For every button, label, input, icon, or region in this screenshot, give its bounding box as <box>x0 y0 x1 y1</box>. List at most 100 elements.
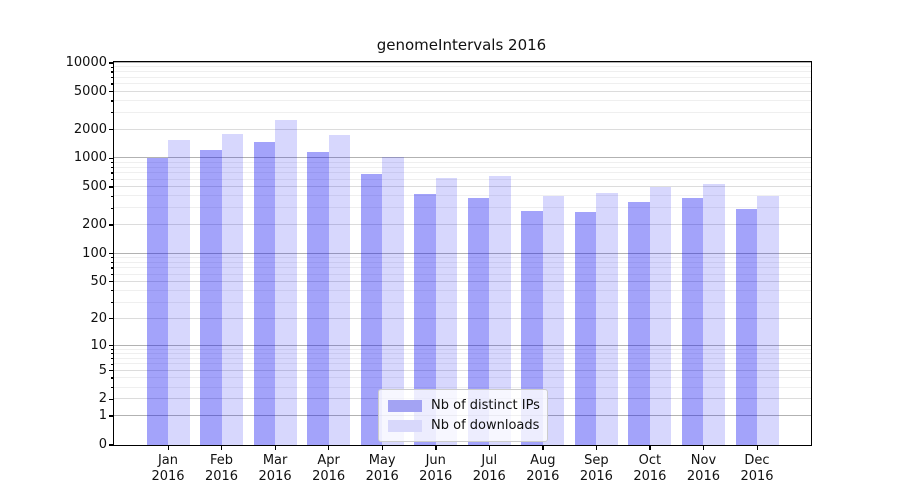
gridline-8 <box>114 352 811 354</box>
gridline-4 <box>114 377 811 379</box>
y-tick-20 <box>109 317 114 320</box>
y-tick-100 <box>109 252 114 255</box>
x-tick-label-nov: Nov 2016 <box>686 453 720 484</box>
bar-downloads-oct <box>649 187 672 445</box>
y-tick-1 <box>109 415 114 417</box>
y-minortick-900 <box>111 162 114 164</box>
gridline-5 <box>114 369 811 371</box>
y-tick-label-500: 500 <box>82 179 107 195</box>
y-minortick-7 <box>111 357 114 360</box>
gridline-80 <box>114 261 811 263</box>
y-tick-label-100: 100 <box>82 245 107 261</box>
y-tick-5000 <box>109 90 114 93</box>
gridline-9 <box>114 348 811 350</box>
x-tick-jul <box>488 445 491 450</box>
gridline-8000 <box>114 71 811 73</box>
x-tick-label-dec: Dec 2016 <box>740 453 774 484</box>
bar-distinct-ips-may <box>360 173 383 445</box>
legend-entry-downloads: Nb of downloads <box>388 417 540 434</box>
gridline-7 <box>114 357 811 359</box>
x-tick-apr <box>328 445 330 450</box>
y-tick-5 <box>109 369 114 372</box>
gridline-6000 <box>114 83 811 85</box>
x-tick-jun <box>435 445 437 450</box>
bar-downloads-feb <box>221 133 244 445</box>
y-minortick-80 <box>111 261 114 264</box>
gridline-3 <box>114 386 811 388</box>
bar-distinct-ips-dec <box>735 208 757 445</box>
bar-layer <box>114 62 811 445</box>
y-tick-label-2000: 2000 <box>73 121 107 137</box>
x-tick-label-may: May 2016 <box>365 453 399 484</box>
x-tick-label-feb: Feb 2016 <box>204 453 239 484</box>
bar-distinct-ips-nov <box>681 197 704 445</box>
gridline-600 <box>114 178 811 180</box>
bar-distinct-ips-jul <box>467 197 490 445</box>
y-tick-label-5: 5 <box>98 362 107 378</box>
y-tick-label-50: 50 <box>90 273 107 289</box>
y-minortick-70 <box>111 267 114 269</box>
x-tick-may <box>381 445 383 450</box>
bar-distinct-ips-apr <box>307 151 329 445</box>
y-tick-label-1: 1 <box>98 408 107 424</box>
x-tick-label-apr: Apr 2016 <box>312 453 346 484</box>
y-minortick-600 <box>111 178 114 181</box>
x-tick-label-oct: Oct 2016 <box>633 453 667 484</box>
y-minortick-8000 <box>111 71 114 73</box>
legend-swatch-distinct-ips <box>388 399 422 412</box>
y-tick-0 <box>109 444 114 446</box>
y-minortick-6 <box>111 363 114 365</box>
y-minortick-800 <box>111 166 114 169</box>
gridline-90 <box>114 256 811 258</box>
y-minortick-3 <box>111 386 114 389</box>
legend: Nb of distinct IPs Nb of downloads <box>378 389 548 442</box>
x-tick-label-mar: Mar 2016 <box>258 453 292 484</box>
gridline-5000 <box>114 90 811 92</box>
x-tick-sep <box>595 445 598 450</box>
bar-distinct-ips-mar <box>253 141 276 445</box>
x-tick-label-jan: Jan 2016 <box>151 453 185 484</box>
x-tick-jan <box>167 445 169 450</box>
x-tick-label-aug: Aug 2016 <box>526 453 560 484</box>
gridline-900 <box>114 161 811 163</box>
gridline-40 <box>114 289 811 291</box>
bar-distinct-ips-jan <box>146 158 168 445</box>
gridline-400 <box>114 195 811 197</box>
x-tick-label-sep: Sep 2016 <box>579 453 613 484</box>
gridline-60 <box>114 273 811 275</box>
bar-distinct-ips-feb <box>200 149 222 445</box>
legend-label-downloads: Nb of downloads <box>431 418 540 433</box>
y-minortick-8 <box>111 353 114 355</box>
gridline-9000 <box>114 66 811 68</box>
gridline-800 <box>114 166 811 168</box>
bar-downloads-apr <box>328 134 351 445</box>
y-tick-label-20: 20 <box>90 310 107 326</box>
x-tick-feb <box>221 445 223 450</box>
y-minortick-700 <box>111 172 114 174</box>
chart-title: genomeIntervals 2016 <box>376 36 547 54</box>
gridline-3000 <box>114 111 811 113</box>
y-minortick-4000 <box>111 100 114 102</box>
x-tick-aug <box>542 445 544 450</box>
y-minortick-7000 <box>111 77 114 79</box>
gridline-20 <box>114 317 811 319</box>
y-tick-200 <box>109 224 114 226</box>
bar-downloads-mar <box>275 120 297 445</box>
gridline-10000 <box>114 62 811 63</box>
y-minortick-60 <box>111 273 114 276</box>
legend-swatch-downloads <box>388 419 422 432</box>
y-tick-label-2: 2 <box>98 391 107 407</box>
axis-tick-layer: 0 1 2 5 10 20 50 100 200 500 1000 2000 5000 10000 Jan 2… <box>66 55 811 484</box>
bar-downloads-jul <box>489 176 511 445</box>
y-minortick-90 <box>111 257 114 259</box>
gridline-200 <box>114 224 811 226</box>
gridline-100 <box>114 252 811 254</box>
y-tick-label-1000: 1000 <box>73 150 107 166</box>
y-tick-500 <box>109 186 114 188</box>
bar-downloads-dec <box>757 195 779 445</box>
bar-downloads-may <box>382 156 404 445</box>
bar-distinct-ips-sep <box>574 211 597 445</box>
gridline-1000 <box>114 157 811 159</box>
bar-distinct-ips-aug <box>521 210 543 445</box>
